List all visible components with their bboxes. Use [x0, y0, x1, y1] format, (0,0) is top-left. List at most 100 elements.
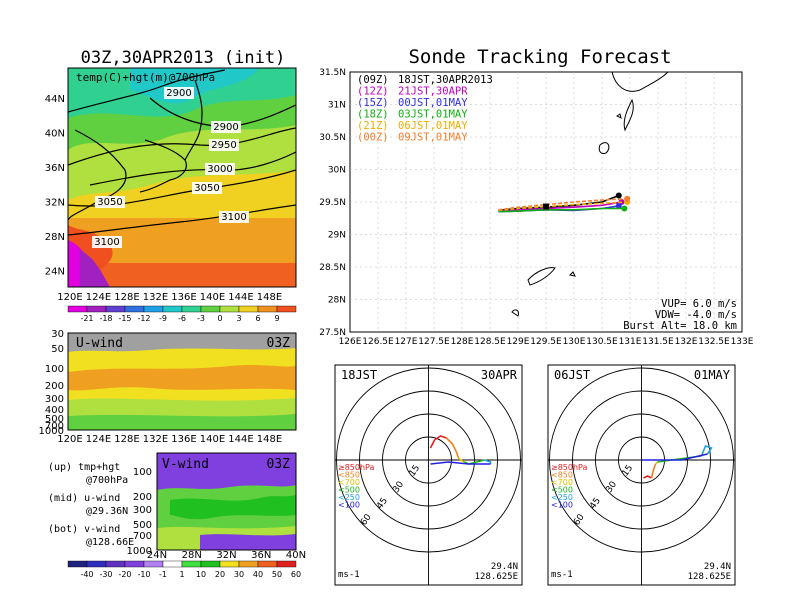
map-x-tick: 144E [228, 292, 253, 303]
param-text: Burst Alt= 18.0 km [623, 320, 737, 332]
level-label: <850 [338, 471, 360, 480]
u-x-tick: 140E [200, 434, 225, 445]
temp-scale-label: 3 [236, 314, 241, 323]
u-x-tick: 144E [228, 434, 253, 445]
u-y-tick: 700 [45, 421, 64, 432]
track-line [498, 201, 628, 212]
level-label: ≥850hPa [551, 463, 588, 472]
wind-scale-label: -20 [118, 570, 131, 579]
track-y-tick: 31.5N [319, 68, 346, 78]
legend-code: (18Z) [357, 109, 389, 121]
param-text: VDW= -4.0 m/s [655, 309, 737, 321]
wind-scale-label: 1 [179, 570, 184, 579]
temperature-map: temp(C)+hgt(m)@700hPa 290029002950300030… [45, 67, 297, 323]
hodo-time: 18JST [341, 368, 377, 382]
u-y-tick: 50 [51, 344, 64, 355]
hodo-trace [457, 457, 465, 463]
track-x-tick: 126.5E [362, 337, 394, 347]
track-x-tick: 133E [731, 337, 754, 347]
map-y-tick: 24N [45, 267, 65, 278]
contour-labels: 2900 2900 2950 3000 3050 3050 3100 3100 [92, 87, 249, 248]
level-label: <100 [338, 501, 360, 510]
track-series [498, 192, 631, 213]
map-x-tick: 124E [86, 292, 111, 303]
v-y-tick: 700 [133, 531, 152, 542]
track-y-tick: 29N [328, 231, 346, 241]
v-y-tick: 1000 [127, 546, 152, 557]
track-x-tick: 132E [675, 337, 698, 347]
map-x-tick: 132E [143, 292, 168, 303]
map-label: temp(C)+hgt(m)@700hPa [76, 71, 215, 84]
track-plot: 126E 126.5E 127E 127.5E 128E 128.5E 129E 129.5E… [319, 68, 754, 347]
wind-scale-label: 10 [196, 570, 206, 579]
hodo-trace [445, 437, 460, 459]
track-y-tick: 31N [328, 101, 346, 111]
track-line [498, 197, 628, 211]
track-x-tick: 130E [563, 337, 586, 347]
track-y-tick: 29.5N [319, 198, 346, 208]
v-y-tick: 200 [133, 492, 152, 503]
temp-scale-label: -12 [137, 314, 150, 323]
u-x-tick: 132E [143, 434, 168, 445]
wind-scale-label: 50 [272, 570, 282, 579]
param-text: VUP= 6.0 m/s [661, 298, 737, 310]
temp-scale-label: -21 [80, 314, 93, 323]
hodo-lon: 128.625E [475, 572, 518, 582]
map-y-tick: 44N [45, 94, 65, 105]
hodo-lat: 29.4N [491, 562, 518, 572]
temp-scale-label: 6 [255, 314, 260, 323]
map-x-tick: 136E [171, 292, 196, 303]
panel-notes: (up) tmp+hgt @700hPa (mid) u-wind @29.36N (b… [48, 462, 134, 548]
left-title: 03Z,30APR2013 (init) [81, 48, 286, 68]
track-y-tick: 30N [328, 166, 346, 176]
u-x-tick: 124E [86, 434, 111, 445]
track-x-tick: 127.5E [418, 337, 450, 347]
u-y-tick: 30 [51, 329, 64, 340]
u-y-tick: 500 [45, 414, 64, 425]
hodo-trace [430, 461, 491, 465]
track-x-tick: 131E [619, 337, 642, 347]
hodo-time: 06JST [554, 368, 590, 382]
v-y-tick: 300 [133, 505, 152, 516]
contour-label: 3100 [94, 237, 119, 248]
map-x-axis: 120E 124E 128E 132E 136E 140E 144E 148E [57, 292, 282, 303]
hodo-trace [650, 463, 657, 479]
track-x-tick: 130.5E [586, 337, 618, 347]
track-end-point [615, 192, 622, 199]
note-label: (up) tmp+hgt [48, 462, 120, 473]
legend-text: 09JST,01MAY [398, 132, 468, 144]
legend-code: (00Z) [357, 132, 389, 144]
track-x-tick: 128E [451, 337, 474, 347]
legend-text: 03JST,01MAY [398, 109, 468, 121]
contour-label: 2900 [213, 122, 238, 133]
level-label: <500 [338, 486, 360, 495]
v-x-tick: 24N [147, 550, 167, 561]
hodo-trace [641, 453, 708, 461]
level-label: <250 [551, 493, 573, 502]
u-x-tick: 148E [257, 434, 282, 445]
map-x-tick: 128E [114, 292, 139, 303]
contour-label: 3000 [207, 164, 232, 175]
hodo-unit: ms-1 [338, 570, 360, 580]
level-label: <850 [551, 471, 573, 480]
legend-text: 00JST,01MAY [398, 97, 468, 109]
track-end-point [621, 205, 628, 212]
track-x-tick: 129.5E [530, 337, 562, 347]
v-x-tick: 40N [286, 550, 306, 561]
track-y-tick: 27.5N [319, 328, 346, 338]
temperature-colorbar: -21 -18 -15 -12 -9 -6 -3 0 3 6 9 [67, 305, 297, 323]
temp-scale-label: -9 [159, 314, 167, 323]
level-label: <500 [551, 486, 573, 495]
legend-code: (15Z) [357, 97, 389, 109]
temp-scale-label: -15 [118, 314, 131, 323]
hodo-lat: 29.4N [704, 562, 731, 572]
legend-text: 06JST,01MAY [398, 120, 468, 132]
legend-code: (12Z) [357, 86, 389, 98]
u-wind-time: 03Z [267, 336, 291, 351]
v-x-tick: 36N [251, 550, 271, 561]
wind-scale-label: 60 [291, 570, 301, 579]
hodo-trace [700, 445, 713, 457]
u-x-tick: 136E [171, 434, 196, 445]
